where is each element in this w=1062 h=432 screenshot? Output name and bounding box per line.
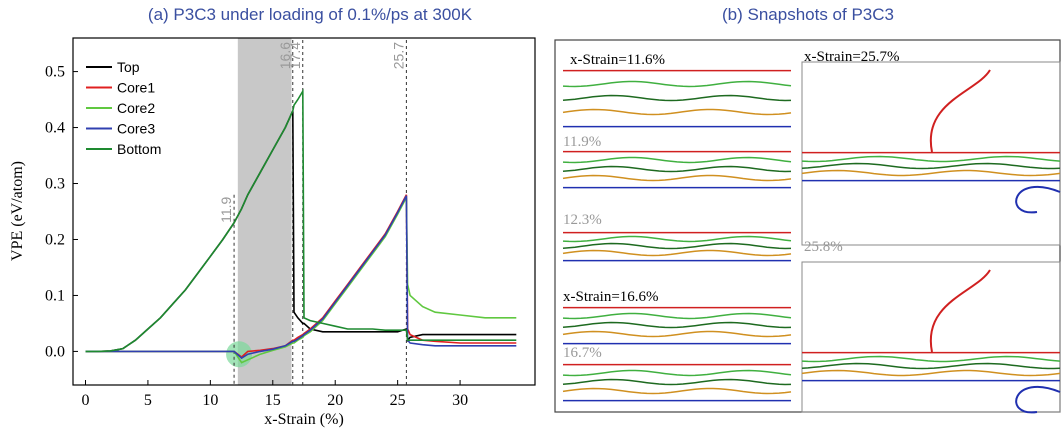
snapshot-label: 12.3%	[563, 212, 602, 228]
y-tick-label: 0.4	[45, 120, 65, 137]
x-tick-label: 20	[327, 392, 343, 409]
chain	[801, 369, 1061, 377]
chain	[562, 330, 792, 338]
snapshot-label: 11.9%	[563, 134, 601, 150]
chain	[562, 108, 792, 116]
chain	[801, 362, 1061, 370]
x-tick-label: 10	[202, 392, 218, 409]
chain	[562, 321, 792, 329]
panel-b-title: (b) Snapshots of P3C3	[722, 5, 894, 24]
x-tick-label: 25	[390, 392, 406, 409]
chart-title: (a) P3C3 under loading of 0.1%/ps at 300…	[148, 5, 473, 24]
y-tick-label: 0.0	[45, 343, 65, 360]
chain-loop	[929, 269, 991, 353]
chain	[562, 249, 792, 257]
chain	[801, 162, 1061, 170]
legend-label: Core2	[117, 100, 155, 116]
chain	[562, 94, 792, 102]
chain	[562, 80, 792, 88]
panel-b-frame	[554, 39, 1061, 413]
snapshot-label: x-Strain=25.7%	[804, 49, 900, 65]
chain	[562, 378, 792, 386]
vline-label: 16.6	[277, 42, 293, 69]
chain	[562, 369, 792, 377]
legend-label: Core1	[117, 80, 155, 96]
snapshot-label: x-Strain=16.6%	[563, 289, 659, 305]
y-tick-label: 0.1	[45, 287, 65, 304]
snapshot-label: 25.8%	[804, 239, 843, 255]
chain	[801, 169, 1061, 177]
chain	[562, 174, 792, 182]
chain	[562, 387, 792, 395]
snapshot-label: 16.7%	[563, 345, 602, 361]
y-axis-label: VPE (eV/atom)	[9, 161, 26, 261]
y-tick-label: 0.2	[45, 231, 65, 248]
x-tick-label: 0	[81, 392, 89, 409]
series-line	[85, 88, 517, 353]
shaded-span	[237, 38, 292, 385]
chain	[562, 165, 792, 173]
x-tick-label: 30	[452, 392, 468, 409]
snapshot-frame	[801, 261, 1061, 413]
chain-loop	[1015, 385, 1061, 414]
series-line	[85, 195, 517, 360]
chain	[562, 235, 792, 243]
chain	[801, 155, 1061, 163]
vline-label: 25.7	[390, 42, 406, 69]
legend-label: Core3	[117, 121, 155, 137]
plot-frame	[72, 37, 536, 386]
chain	[801, 355, 1061, 363]
chain-loop	[1015, 185, 1061, 214]
chain-loop	[929, 69, 991, 153]
chain	[562, 156, 792, 164]
legend-label: Bottom	[117, 141, 161, 157]
x-axis-label: x-Strain (%)	[264, 411, 344, 428]
snapshot-label: x-Strain=11.6%	[570, 52, 665, 68]
y-tick-label: 0.3	[45, 176, 65, 193]
vline-label: 11.9	[218, 197, 234, 223]
chain	[562, 312, 792, 320]
series-line	[85, 194, 517, 359]
x-tick-label: 5	[144, 392, 152, 409]
vline-label: 17.4	[287, 42, 303, 69]
legend-label: Top	[117, 59, 140, 75]
y-tick-label: 0.5	[45, 64, 65, 81]
chain	[562, 242, 792, 250]
snapshot-frame	[801, 61, 1061, 246]
x-tick-label: 15	[265, 392, 281, 409]
